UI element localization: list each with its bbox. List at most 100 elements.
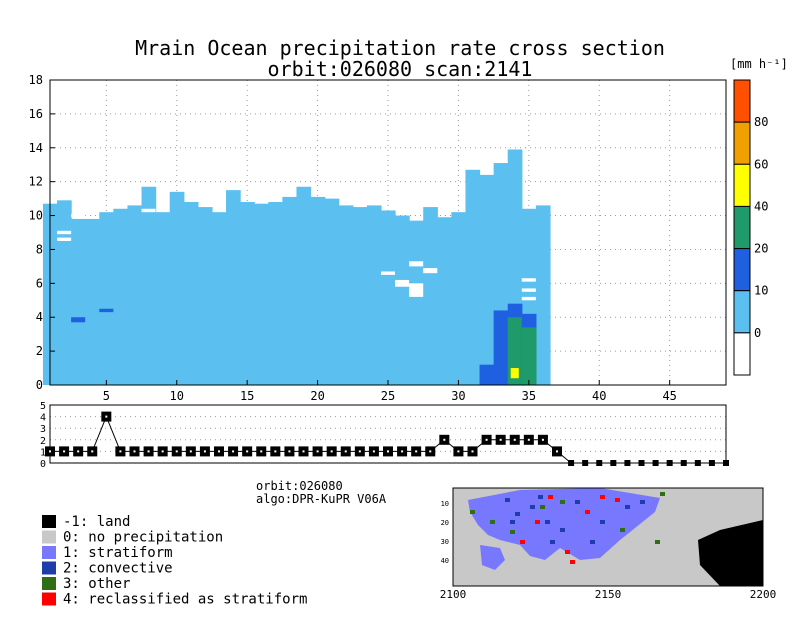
legend-swatch (42, 546, 56, 559)
orbit-label: orbit:026080 (256, 479, 343, 493)
precip-column (310, 196, 326, 385)
precip-column (113, 208, 129, 385)
colorbar-tick-label: 40 (754, 199, 768, 213)
precip-column (395, 215, 410, 385)
type-marker-dot (246, 450, 249, 453)
map-cell (560, 528, 565, 532)
type-marker (568, 460, 575, 466)
map-cell (615, 498, 620, 502)
colorbar-tick-label: 60 (754, 157, 768, 171)
x-tick-label: 10 (170, 389, 184, 403)
colorbar-tick-label: 0 (754, 326, 761, 340)
x-tick-label: 25 (381, 389, 395, 403)
type-marker-dot (288, 450, 291, 453)
x-tick-label: 35 (522, 389, 536, 403)
map-cell (520, 540, 525, 544)
x-tick-label: 30 (451, 389, 465, 403)
precip-column (338, 205, 354, 385)
type-marker-dot (344, 450, 347, 453)
type-marker-dot (429, 450, 432, 453)
map-cell (530, 505, 535, 509)
colorbar-tick-label: 10 (754, 284, 768, 298)
y-tick-label: 16 (29, 107, 43, 121)
precip-column (380, 210, 396, 385)
colorbar-swatch (733, 332, 751, 376)
convective-column (493, 310, 509, 385)
rate-cell (71, 317, 86, 323)
precip-column (71, 218, 86, 385)
stratiform-region (468, 488, 660, 560)
precip-column (324, 198, 340, 385)
x-tick-label: 5 (103, 389, 110, 403)
map-cell (545, 520, 550, 524)
colorbar-tick-label: 20 (754, 242, 768, 256)
precip-column (296, 186, 312, 385)
legend-label: 0: no precipitation (63, 530, 223, 546)
colorbar-swatch (733, 79, 751, 123)
precip-column (535, 205, 551, 385)
type-marker-dot (457, 450, 460, 453)
y-tick-label: 6 (36, 276, 43, 290)
main-y-ticks: 0 2 4 6 8 10 12 14 16 18 (29, 73, 55, 392)
map-x-tick-label: 2100 (440, 588, 467, 601)
y-tick-label: 10 (29, 209, 43, 223)
type-marker (624, 460, 631, 466)
map-cell (585, 510, 590, 514)
type-marker-dot (485, 438, 488, 441)
precip-column (366, 205, 382, 385)
type-marker-dot (387, 450, 389, 453)
type-marker-dot (541, 438, 544, 441)
type-marker-dot (91, 450, 94, 453)
map-y-tick-label: 30 (441, 538, 449, 546)
precip-column (169, 191, 185, 385)
map-cell (548, 495, 553, 499)
map-cell (538, 495, 543, 499)
type-marker (582, 460, 589, 466)
map-cell (535, 520, 540, 524)
map-cell (570, 560, 575, 564)
legend-label: -1: land (63, 514, 130, 530)
type-marker-dot (499, 438, 502, 441)
map-cell (660, 492, 665, 496)
no-rain-gap (521, 288, 536, 292)
type-marker-dot (147, 450, 150, 453)
colorbar-tick-label: 80 (754, 115, 768, 129)
colorbar-unit: [mm h⁻¹] (730, 57, 788, 71)
type-marker-dot (189, 450, 192, 453)
precip-column (451, 212, 467, 385)
y-tick-label: 12 (29, 175, 43, 189)
type-markers (45, 411, 729, 466)
rate-cell (99, 308, 114, 313)
no-rain-gap (521, 278, 536, 282)
map-cell (600, 520, 605, 524)
type-y-tick-label: 0 (40, 459, 46, 470)
y-tick-label: 8 (36, 242, 43, 256)
type-marker-dot (232, 450, 235, 453)
stratiform-patch (480, 545, 505, 570)
precip-column (268, 202, 283, 385)
y-tick-label: 0 (36, 378, 43, 392)
legend-swatch (42, 515, 56, 528)
no-rain-gap (395, 279, 410, 287)
legend-swatch (42, 592, 56, 606)
type-marker-dot (471, 450, 474, 453)
map-y-tick-label: 20 (441, 519, 449, 527)
map-cell (575, 500, 580, 504)
map-cell (625, 505, 630, 509)
type-marker-dot (218, 450, 220, 453)
type-marker (666, 460, 673, 466)
map-cell (590, 540, 595, 544)
type-y-tick-label: 2 (40, 436, 46, 447)
map-cell (490, 520, 495, 524)
map-cell (540, 505, 545, 509)
no-rain-gap (57, 230, 72, 235)
type-marker (652, 460, 659, 466)
map-cell (655, 540, 660, 544)
main-plot: 5 10 15 20 25 30 35 40 45 0 2 4 6 8 10 12 14 16 18 (29, 73, 727, 403)
map-cell (560, 500, 565, 504)
type-marker-dot (316, 450, 319, 453)
colorbar-swatch (733, 205, 751, 250)
colorbar-swatch (733, 248, 751, 292)
